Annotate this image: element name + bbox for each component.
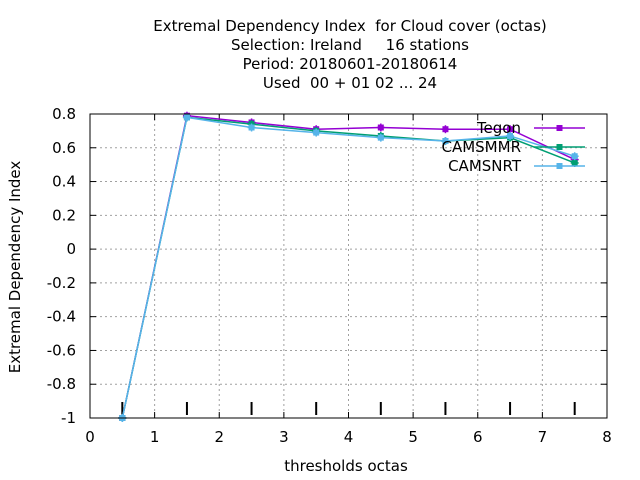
title-line-4: Used 00 + 01 02 ... 24 (262, 74, 438, 92)
x-tick-label: 3 (279, 428, 289, 446)
title-line-2: Selection: Ireland 16 stations (231, 36, 469, 54)
title-line-1: Extremal Dependency Index for Cloud cove… (153, 17, 547, 35)
y-tick-label: 0.8 (52, 105, 76, 123)
x-tick-label: 5 (408, 428, 418, 446)
x-tick-label: 8 (602, 428, 612, 446)
y-tick-label: 0.4 (52, 173, 76, 191)
legend-marker (556, 144, 563, 150)
legend-label: Tegon (476, 119, 521, 137)
legend-marker (556, 163, 563, 169)
legend-label: CAMSNRT (448, 157, 522, 175)
title-line-3: Period: 20180601-20180614 (242, 55, 458, 73)
y-tick-label: -0.4 (47, 308, 76, 326)
x-axis-label: thresholds octas (284, 457, 408, 475)
x-tick-label: 4 (344, 428, 354, 446)
x-tick-label: 2 (214, 428, 224, 446)
grid-layer (90, 114, 607, 418)
chart-title: Extremal Dependency Index for Cloud cove… (90, 17, 610, 93)
x-tick-label: 1 (150, 428, 160, 446)
y-tick-label: 0 (66, 240, 76, 258)
series-line (121, 116, 575, 419)
y-tick-label: -1 (61, 409, 76, 427)
x-tick-label: 6 (473, 428, 483, 446)
legend-label: CAMSMMR (441, 138, 521, 156)
x-tick-label: 0 (85, 428, 95, 446)
legend-marker (556, 125, 563, 131)
series-layer (118, 111, 579, 422)
y-tick-label: -0.2 (47, 274, 76, 292)
series-line (121, 114, 576, 419)
x-tick-label: 7 (538, 428, 548, 446)
y-tick-label: 0.2 (52, 206, 76, 224)
y-tick-label: -0.6 (47, 341, 76, 359)
plot-frame (89, 113, 608, 419)
y-tick-label: -0.8 (47, 375, 76, 393)
y-tick-label: 0.6 (52, 139, 76, 157)
ticks-layer: 0 1 2 3 4 5 6 7 8 -1 -0.8 -0.6 -0.4 -0.2 0 0.2 0.4 0.6 0.8 (47, 105, 612, 446)
